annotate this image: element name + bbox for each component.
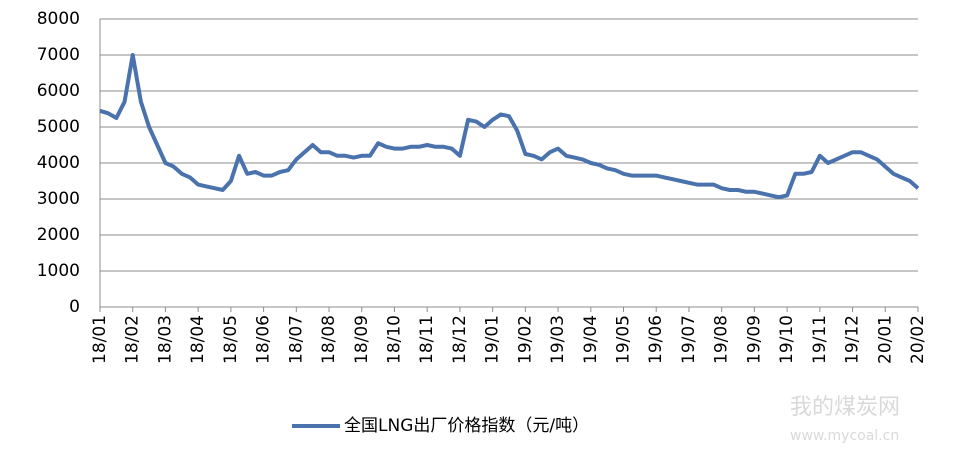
x-tick-label: 19/04 bbox=[581, 315, 601, 364]
y-tick-label: 4000 bbox=[37, 153, 80, 173]
line bbox=[99, 53, 920, 200]
x-tick-label: 19/06 bbox=[646, 315, 666, 364]
legend-label: 全国LNG出厂价格指数（元/吨） bbox=[344, 416, 589, 436]
y-tick-label: 3000 bbox=[37, 189, 80, 209]
watermark-title: 我的煤炭网 bbox=[790, 395, 900, 420]
x-tick-label: 20/02 bbox=[908, 315, 928, 364]
x-tick-label: 18/02 bbox=[123, 315, 143, 364]
x-tick-label: 18/04 bbox=[188, 315, 208, 364]
x-tick-label: 20/01 bbox=[875, 315, 895, 364]
x-tick-label: 19/12 bbox=[843, 315, 863, 364]
y-tick-label: 6000 bbox=[37, 81, 80, 101]
x-tick-label: 19/10 bbox=[777, 315, 797, 364]
x-tick-label: 19/02 bbox=[515, 315, 535, 364]
x-tick-label: 18/05 bbox=[221, 315, 241, 364]
x-tick-label: 19/07 bbox=[679, 315, 699, 364]
x-tick-label: 18/10 bbox=[384, 315, 404, 364]
x-tick-label: 18/08 bbox=[319, 315, 339, 364]
y-tick-label: 5000 bbox=[37, 117, 80, 137]
x-tick-label: 18/12 bbox=[450, 315, 470, 364]
x-tick-label: 18/03 bbox=[155, 315, 175, 364]
x-tick-label: 18/01 bbox=[90, 315, 110, 364]
x-tick-label: 19/01 bbox=[483, 315, 503, 364]
watermark-url: www.mycoal.cn bbox=[790, 428, 899, 444]
x-tick-label: 19/05 bbox=[614, 315, 634, 364]
x-tick-label: 18/06 bbox=[254, 315, 274, 364]
x-tick-label: 19/11 bbox=[810, 315, 830, 364]
x-tick-label: 19/03 bbox=[548, 315, 568, 364]
y-tick-label: 1000 bbox=[37, 261, 80, 281]
x-tick-label: 19/08 bbox=[712, 315, 732, 364]
y-tick-label: 8000 bbox=[37, 9, 80, 29]
y-tick-label: 7000 bbox=[37, 45, 80, 65]
x-tick-label: 18/09 bbox=[352, 315, 372, 364]
x-tick-label: 18/07 bbox=[286, 315, 306, 364]
y-tick-label: 0 bbox=[69, 297, 80, 317]
x-tick-label: 19/09 bbox=[744, 315, 764, 364]
y-tick-label: 2000 bbox=[37, 225, 80, 245]
x-tick-label: 18/11 bbox=[417, 315, 437, 364]
